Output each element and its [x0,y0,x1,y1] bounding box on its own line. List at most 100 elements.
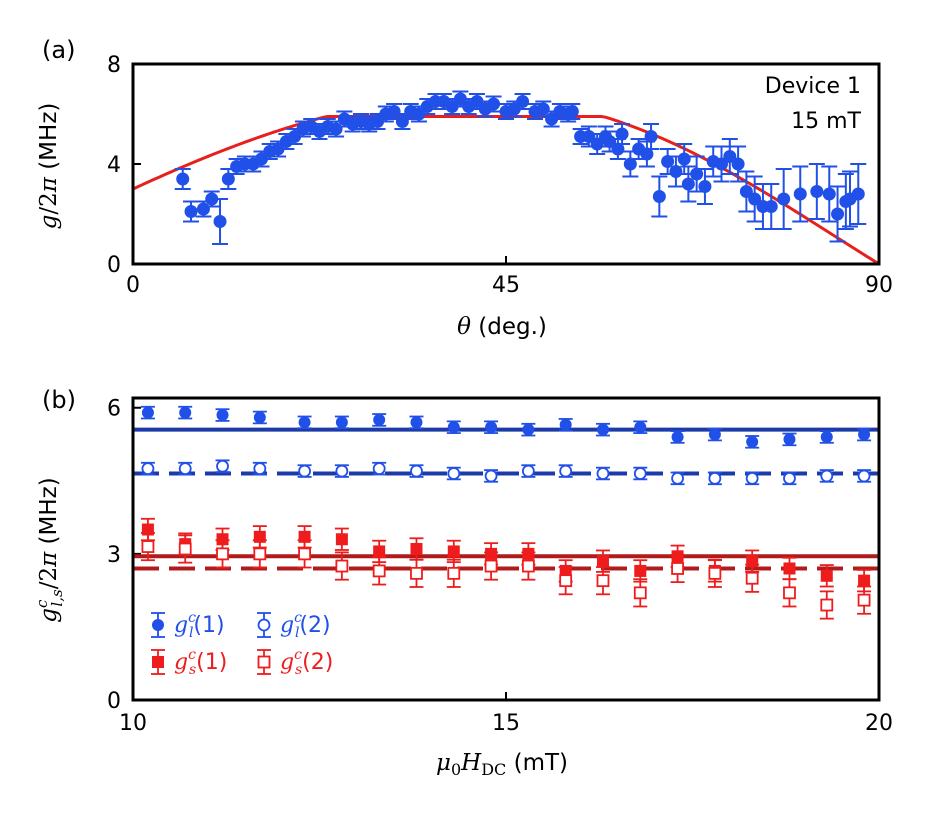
panel-b-xlabel: μ0HDC (mT) [436,750,568,779]
data-point [213,215,227,228]
data-point [216,459,229,473]
legend-label: gc s(1) [174,647,227,678]
x-tick-label: 45 [492,273,520,298]
data-point [373,413,386,426]
data-point [671,562,684,575]
panel-a-points [174,90,867,245]
data-point [196,202,210,216]
data-point [216,533,229,546]
data-point [596,467,610,480]
data-point [410,566,423,580]
data-point [708,428,721,441]
data-point [596,555,609,568]
data-point [536,102,550,116]
x-tick-label: 90 [865,273,893,298]
data-point [329,122,343,136]
field-annotation: 15 mT [791,109,861,134]
data-point [708,471,722,485]
data-point [453,92,467,106]
data-point [521,464,535,478]
data-point [777,192,791,206]
panel-b-label: (b) [42,386,76,414]
data-point [516,95,530,108]
x-tick-label: 20 [865,711,893,736]
data-point [395,115,409,128]
data-point [748,192,762,206]
data-point [484,559,498,573]
data-point [857,593,871,607]
data-point [822,187,836,201]
y-tick-label: 0 [107,253,121,278]
data-point [216,409,229,422]
data-point [257,655,271,669]
data-point [221,172,235,186]
data-point [257,618,271,632]
panel-b-legend: gc l(1) gc l(2) gc s(1) gc s(2) [151,610,333,678]
data-point [559,574,573,588]
data-point [487,97,501,111]
data-point [661,155,675,168]
data-point [298,547,311,561]
panel-a-frame [131,62,881,266]
data-point [810,185,824,198]
data-point [545,112,559,126]
data-point [216,547,229,561]
data-point [858,574,871,587]
panel-b-fit-lines [133,427,879,571]
data-point [447,421,460,434]
data-point [412,107,426,121]
data-point [271,142,285,156]
data-point [298,416,311,429]
data-point [698,180,712,193]
data-point [783,471,796,485]
panel-a-label: (a) [42,36,75,64]
x-tick-label: 15 [492,711,520,736]
legend-label: gc l(2) [280,610,331,641]
data-point [470,95,484,108]
data-point [596,423,609,436]
data-point [731,157,745,171]
data-point [410,543,423,555]
panel-a: (a) 0 45 90 0 4 8 Device 1 15 mT θ (deg.) g/2… [36,36,893,340]
data-point [253,462,267,476]
data-point [858,428,871,441]
data-point [205,192,219,206]
data-point [634,421,647,434]
x-tick-label: 0 [126,273,140,298]
data-point [783,562,796,575]
x-tick-label: 10 [119,711,147,736]
data-point [739,185,753,198]
data-point [677,152,691,166]
data-point [335,464,349,478]
data-point [298,464,311,478]
data-point [831,207,845,221]
data-point [445,100,459,113]
data-point [387,105,401,118]
data-point [447,545,460,558]
data-point [184,205,198,218]
data-point [373,545,386,558]
data-point [820,430,833,443]
data-point [253,411,266,424]
y-tick-label: 8 [107,53,121,78]
panel-a-xlabel: θ (deg.) [457,314,547,340]
data-point [820,469,834,483]
panel-b: (b) 10 15 20 0 3 6 gc l(1) gc l(2) gc s(1) gc s(2) μ… [33,386,893,779]
panel-b-points [140,405,872,620]
data-point [178,462,192,476]
data-point [746,435,759,448]
data-point [634,564,647,577]
data-point [565,105,579,118]
data-point [484,469,498,483]
data-point [447,566,461,580]
data-point [640,147,654,161]
data-point [152,656,164,668]
data-point [783,433,796,446]
data-point [633,586,647,600]
data-point [335,533,348,546]
data-point [611,142,625,156]
data-point [485,421,498,434]
data-point [410,464,423,478]
legend-label: gc l(1) [174,610,225,641]
data-point [820,569,833,582]
